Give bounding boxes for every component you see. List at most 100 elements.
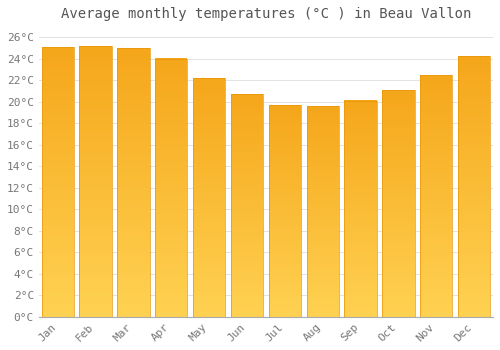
Bar	[306, 163, 339, 165]
Bar	[382, 226, 414, 228]
Bar	[420, 92, 452, 94]
Bar	[269, 236, 301, 238]
Bar	[42, 292, 74, 295]
Bar	[231, 205, 263, 208]
Bar	[118, 255, 150, 258]
Bar	[458, 189, 490, 192]
Bar	[458, 187, 490, 189]
Bar	[231, 265, 263, 268]
Bar	[306, 156, 339, 159]
Bar	[42, 241, 74, 244]
Bar	[80, 70, 112, 73]
Bar	[193, 133, 225, 135]
Bar	[42, 314, 74, 317]
Bar	[458, 202, 490, 205]
Bar	[344, 187, 376, 189]
Bar	[80, 181, 112, 184]
Bar	[420, 304, 452, 307]
Bar	[344, 100, 376, 317]
Bar	[155, 100, 188, 103]
Bar	[458, 160, 490, 163]
Bar	[269, 219, 301, 222]
Bar	[193, 157, 225, 159]
Bar	[231, 199, 263, 201]
Bar	[458, 241, 490, 244]
Bar	[118, 120, 150, 123]
Bar	[118, 209, 150, 212]
Bar	[420, 234, 452, 237]
Bar	[269, 105, 301, 317]
Bar	[420, 251, 452, 254]
Bar	[231, 208, 263, 210]
Bar	[155, 159, 188, 162]
Bar	[344, 222, 376, 224]
Bar	[344, 157, 376, 159]
Bar	[269, 105, 301, 107]
Bar	[193, 190, 225, 192]
Bar	[80, 173, 112, 176]
Bar	[193, 274, 225, 276]
Bar	[118, 306, 150, 309]
Bar	[382, 183, 414, 185]
Bar	[155, 115, 188, 118]
Bar	[269, 213, 301, 215]
Bar	[269, 266, 301, 268]
Bar	[420, 278, 452, 280]
Bar	[155, 97, 188, 100]
Bar	[306, 234, 339, 237]
Bar	[269, 196, 301, 198]
Bar	[118, 139, 150, 142]
Bar	[42, 206, 74, 209]
Bar	[269, 215, 301, 217]
Bar	[155, 291, 188, 294]
Bar	[382, 133, 414, 135]
Bar	[231, 172, 263, 174]
Bar	[42, 149, 74, 152]
Bar	[42, 309, 74, 312]
Bar	[269, 279, 301, 281]
Bar	[155, 156, 188, 159]
Bar	[344, 278, 376, 280]
Bar	[231, 188, 263, 190]
Bar	[42, 55, 74, 57]
Bar	[269, 302, 301, 304]
Bar	[344, 237, 376, 239]
Bar	[344, 247, 376, 250]
Bar	[420, 212, 452, 215]
Bar	[420, 239, 452, 242]
Bar	[306, 315, 339, 317]
Bar	[193, 109, 225, 111]
Bar	[382, 285, 414, 287]
Bar	[269, 145, 301, 147]
Bar	[42, 155, 74, 158]
Bar	[118, 247, 150, 250]
Bar	[42, 179, 74, 182]
Bar	[80, 262, 112, 265]
Bar	[118, 180, 150, 182]
Bar	[458, 205, 490, 208]
Bar	[458, 116, 490, 119]
Bar	[80, 211, 112, 214]
Bar	[382, 283, 414, 285]
Bar	[306, 249, 339, 251]
Bar	[306, 289, 339, 292]
Bar	[42, 74, 74, 76]
Bar	[306, 110, 339, 112]
Bar	[306, 218, 339, 220]
Bar	[80, 195, 112, 197]
Bar	[155, 257, 188, 260]
Bar	[269, 276, 301, 279]
Bar	[155, 288, 188, 291]
Bar	[344, 159, 376, 161]
Bar	[155, 84, 188, 87]
Bar	[382, 212, 414, 215]
Bar	[458, 218, 490, 220]
Bar	[269, 270, 301, 272]
Bar	[269, 147, 301, 149]
Bar	[42, 198, 74, 201]
Bar	[420, 75, 452, 317]
Bar	[382, 135, 414, 138]
Bar	[155, 275, 188, 278]
Bar	[306, 308, 339, 310]
Bar	[155, 314, 188, 317]
